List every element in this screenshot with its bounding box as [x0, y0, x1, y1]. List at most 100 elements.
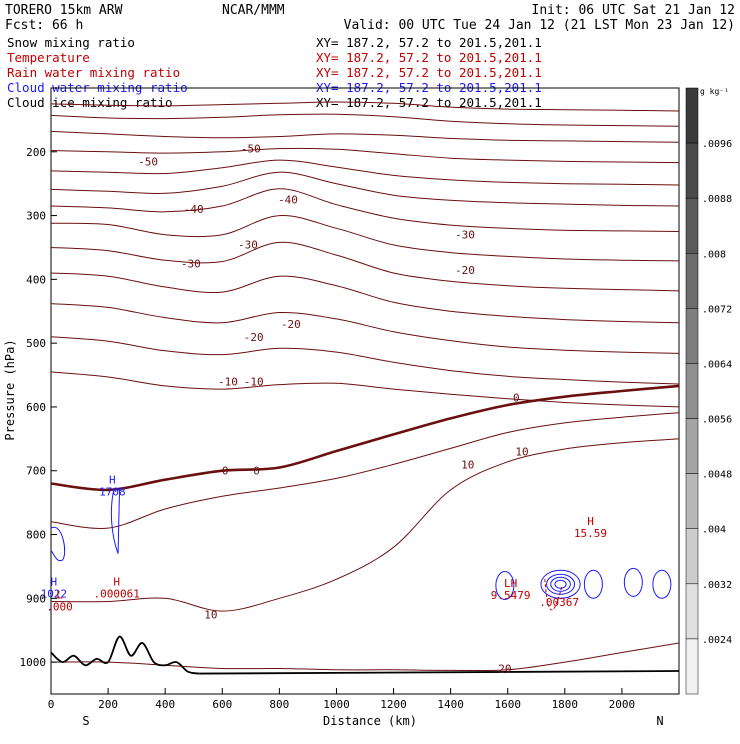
temperature-contour-m10-11 [50, 336, 680, 385]
valid-label: Valid: 00 UTC Tue 24 Jan 12 (21 LST Mon … [344, 18, 735, 33]
temperature-contour-m45-4 [50, 159, 680, 186]
y-axis-title: Pressure (hPa) [3, 339, 17, 440]
field-legend: Snow mixing ratio XY= 187.2, 57.2 to 201… [7, 35, 542, 110]
colorbar-swatch-5 [685, 363, 699, 419]
colorbar-label-1: .0088 [702, 194, 732, 205]
field-xy-cloud-ice: XY= 187.2, 57.2 to 201.5,201.1 [316, 95, 542, 110]
colorbar-swatch-6 [685, 418, 699, 474]
temperature-label-16: 10 [461, 458, 474, 471]
temperature-contour-m5-12 [50, 371, 680, 408]
temperature-contour-m30-7 [50, 215, 680, 262]
temperature-label-7: -20 [455, 264, 475, 277]
temperature-label-17: 10 [204, 608, 217, 621]
temperature-contour-m50-3 [50, 147, 680, 164]
colorbar-swatch-2 [685, 197, 699, 254]
y-tick-label-4: 600 [26, 401, 46, 414]
temperature-contour-m15-10 [50, 303, 680, 354]
x-tick-label-5: 1000 [323, 698, 350, 711]
axes: 0 200 400 600 800 1000 1200 1400 1600 1800 2000200… [20, 146, 636, 711]
model-label: TORERO 15km ARW [5, 3, 123, 18]
temperature-label-13: 0 [222, 465, 229, 478]
colorbar-label-0: .0096 [702, 139, 732, 150]
extremum-value-4: .000 [46, 600, 73, 613]
field-xy-temperature: XY= 187.2, 57.2 to 201.5,201.1 [316, 50, 542, 65]
cloud-water-cell-3 [652, 569, 672, 599]
temperature-contour-10-15 [50, 438, 680, 612]
moisture-features [50, 489, 680, 675]
extrema-labels: H1708H1022H.000061H15.59L.000LH9.5479.00… [41, 473, 607, 613]
x-tick-label-8: 1600 [494, 698, 521, 711]
colorbar-label-2: .008 [702, 249, 726, 260]
y-tick-label-2: 400 [26, 273, 46, 286]
center-label: NCAR/MMM [222, 3, 285, 18]
y-tick-label-7: 900 [26, 592, 46, 605]
x-axis-title: Distance (km) [323, 714, 417, 728]
temperature-contours [50, 101, 680, 672]
temperature-contour-m50-2 [50, 130, 680, 143]
x-tick-label-9: 1800 [552, 698, 579, 711]
cloud-water-cell-2 [623, 567, 643, 597]
forecast-label: Fcst: 66 h [5, 18, 83, 33]
x-tick-label-1: 200 [98, 698, 118, 711]
colorbar-label-5: .0056 [702, 415, 732, 426]
temperature-label-4: -30 [238, 238, 258, 251]
temperature-label-1: -50 [241, 143, 261, 156]
temperature-contour-m40-5 [50, 171, 680, 207]
extremum-value-3: 15.59 [574, 527, 607, 540]
rain-water-contour [544, 579, 563, 611]
field-xy-snow: XY= 187.2, 57.2 to 201.5,201.1 [316, 35, 542, 50]
extremum-marker-0: H [109, 473, 116, 486]
temperature-labels: -50 -50 -40 -40 -30 -30 -30 -20 -20 -20 -10 -10 0 0 0 1… [138, 143, 529, 676]
temperature-label-18: 20 [498, 662, 511, 675]
y-tick-label-8: 1000 [20, 656, 47, 669]
y-tick-label-5: 700 [26, 465, 46, 478]
temperature-label-10: -10 [218, 375, 238, 388]
cloud-water-contour-1708 [110, 489, 121, 554]
colorbar-label-4: .0064 [702, 359, 732, 370]
colorbar-swatch-7 [685, 473, 699, 529]
x-tick-label-6: 1200 [380, 698, 407, 711]
field-name-rain: Rain water mixing ratio [7, 65, 180, 80]
cloud-water-cell-0 [495, 571, 515, 601]
extremum-marker-2: H [113, 576, 120, 589]
x-end-left: S [82, 714, 89, 728]
snow-mixing-ratio-contour [50, 635, 200, 675]
extremum-marker-5: LH [504, 577, 517, 590]
extremum-marker-3: H [587, 515, 594, 528]
cloud-water-contour-left [50, 526, 66, 562]
extremum-marker-1: H [51, 576, 58, 589]
temperature-contour-m25-8 [50, 241, 680, 292]
x-tick-label-2: 400 [155, 698, 175, 711]
cloud-water-core-ring-0 [540, 569, 581, 599]
temperature-label-5: -30 [181, 257, 201, 270]
y-tick-label-1: 300 [26, 210, 46, 223]
temperature-label-0: -50 [138, 155, 158, 168]
temperature-label-14: 0 [253, 465, 260, 478]
temperature-contour-m55-1 [50, 113, 680, 127]
x-end-right: N [656, 714, 663, 728]
temperature-label-2: -40 [184, 203, 204, 216]
x-tick-label-7: 1400 [437, 698, 464, 711]
temperature-contour-0-13 [50, 384, 680, 492]
x-tick-label-10: 2000 [609, 698, 636, 711]
init-label: Init: 06 UTC Sat 21 Jan 12 [532, 3, 736, 18]
cloud-water-cell-1 [583, 569, 603, 599]
temperature-contour-m55-0 [50, 101, 680, 112]
extremum-value-5: 9.5479 [491, 589, 531, 602]
cloud-water-core-ring-3 [554, 579, 567, 589]
cloud-water-core-ring-1 [546, 573, 576, 595]
colorbar: .0096 .0088 .008 .0072 .0064 .0056 .0048 .004 .0… [685, 87, 732, 695]
colorbar-swatch-0 [685, 87, 699, 144]
colorbar-unit: g kg⁻¹ [700, 87, 729, 96]
colorbar-swatch-9 [685, 583, 699, 640]
temperature-label-12: 0 [513, 391, 520, 404]
temperature-label-11: -10 [244, 375, 264, 388]
extremum-value-1: 1022 [41, 588, 68, 601]
y-tick-label-3: 500 [26, 337, 46, 350]
y-tick-label-0: 200 [26, 146, 46, 159]
x-tick-label-0: 0 [48, 698, 55, 711]
field-name-cloud-ice: Cloud ice mixing ratio [7, 95, 173, 110]
temperature-label-9: -20 [244, 331, 264, 344]
